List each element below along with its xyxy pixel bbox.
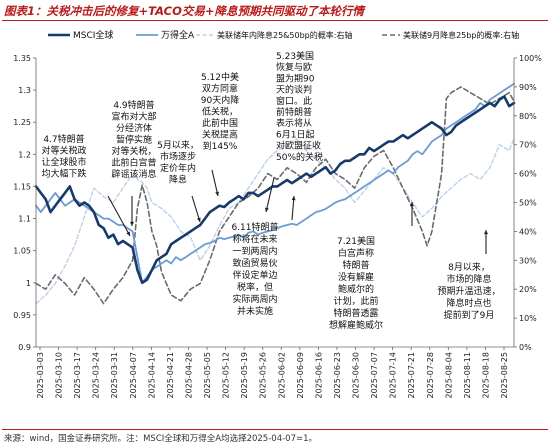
chart-axes: 0.9 0.95 1 1.05 1.1 1.15 1.2 1.25 1.3 1.35 0% 10% 20… <box>13 54 542 399</box>
y-right-tick-label: 70% <box>519 141 537 150</box>
x-tick-label: 2025-08-25 <box>500 352 509 399</box>
x-tick-label: 2025-03-10 <box>55 352 64 399</box>
annotation-a6: 6.11特朗普称将在未来一到两周内致函贸易伙伴设定单边税率，但实际两周内并未实施 <box>231 221 278 317</box>
x-tick-label: 2025-04-14 <box>147 352 156 399</box>
chart-series <box>34 82 516 305</box>
x-tick-label: 2025-08-18 <box>481 352 490 399</box>
annotation-arrowhead-a5 <box>265 207 269 212</box>
y-left-tick-label: 1.05 <box>13 247 31 256</box>
x-tick-label: 2025-04-21 <box>166 352 175 399</box>
chart-annotations: 4.7特朗普对等关税政让全球股市均大幅下跌 4.9特朗普宣布对大部分经济体暂停实施… <box>41 50 500 331</box>
x-tick-label: 2025-06-09 <box>296 352 305 399</box>
annotation-a3: 5月以来，市场逐步定价年内降息 <box>157 140 199 186</box>
y-left-tick-label: 1.25 <box>13 118 31 127</box>
x-tick-label: 2025-07-07 <box>370 352 379 399</box>
legend-label-3: 美联储9月降息25bp的概率:右轴 <box>403 30 519 40</box>
x-tick-label: 2025-03-03 <box>36 352 45 399</box>
x-tick-label: 2025-06-30 <box>352 352 361 399</box>
annotation-arrow-a1 <box>107 195 131 237</box>
annotation-arrowhead-a8 <box>484 230 488 235</box>
x-tick-label: 2025-06-23 <box>333 352 342 399</box>
x-tick-label: 2025-05-19 <box>240 352 249 399</box>
x-tick-label: 2025-05-26 <box>259 352 268 399</box>
y-left-tick-label: 1.15 <box>13 182 31 191</box>
series-line-2 <box>35 138 515 305</box>
series-line-0 <box>34 95 516 285</box>
x-tick-label: 2025-05-05 <box>203 352 212 399</box>
annotation-arrowhead-a7 <box>410 202 414 207</box>
annotation-arrow-a4 <box>211 169 219 197</box>
x-tick-label: 2025-07-21 <box>407 352 416 399</box>
y-left-tick-label: 1 <box>26 279 31 288</box>
y-left-tick-label: 0.9 <box>18 343 31 352</box>
annotation-arrowhead-a3 <box>196 217 201 222</box>
y-right-tick-label: 0% <box>519 343 532 352</box>
source-divider <box>2 429 548 430</box>
annotation-arrowhead-a1 <box>126 231 130 236</box>
x-tick-label: 2025-03-24 <box>92 352 101 399</box>
x-tick-label: 2025-05-12 <box>222 352 231 399</box>
y-right-tick-label: 40% <box>519 227 537 236</box>
y-left-tick-label: 1.1 <box>18 215 31 224</box>
annotation-arrowhead-a4 <box>215 191 219 196</box>
x-tick-label: 2025-04-07 <box>129 352 138 399</box>
x-tick-label: 2025-06-16 <box>314 352 323 399</box>
annotation-a2: 4.9特朗普宣布对大部分经济体暂停实施对等关税，此前白宫曾辟谣该消息 <box>111 99 156 180</box>
y-right-tick-label: 20% <box>519 285 537 294</box>
y-right-tick-label: 80% <box>519 112 537 121</box>
annotation-arrowhead-a6 <box>291 196 296 201</box>
series-line-3 <box>35 86 515 305</box>
annotation-a7: 7.21美国白宫声称特朗普没有解雇鲍威尔的计划，此前特朗普透露想解雇鲍威尔 <box>329 235 383 331</box>
annotation-a4: 5.12中美双方同意 90天内降低关税，此前中国关税提高到145% <box>201 71 239 152</box>
y-left-tick-label: 0.95 <box>13 311 31 320</box>
annotation-a5: 5.23美国恢复与欧盟为期90 天的谈判窗口。此前特朗普表示将从 6月1日起对欧盟征… <box>276 50 323 163</box>
x-tick-label: 2025-07-28 <box>426 352 435 399</box>
y-right-tick-label: 100% <box>519 54 542 63</box>
y-right-tick-label: 50% <box>519 199 537 208</box>
y-right-tick-label: 30% <box>519 256 537 265</box>
x-tick-label: 2025-08-04 <box>444 352 453 399</box>
legend-label-1: 万得全A <box>161 29 195 41</box>
annotation-a8: 8月以来，市场的降息预期升温迅速，降息时点也提前到了9月 <box>437 262 500 321</box>
x-tick-label: 2025-03-31 <box>110 352 119 399</box>
annotation-arrowhead-a2 <box>130 221 134 226</box>
y-right-tick-label: 90% <box>519 83 537 92</box>
legend-label-2: 美联储年内降息25&50bp的概率:右轴 <box>217 30 352 40</box>
y-left-tick-label: 1.35 <box>13 54 31 63</box>
source-note: 来源：wind，国金证券研究所。注：MSCI全球和万得全A均选择2025-04-… <box>4 434 318 444</box>
y-right-tick-label: 60% <box>519 170 537 179</box>
series-line-1 <box>35 82 515 284</box>
y-right-tick-label: 10% <box>519 314 537 323</box>
x-tick-label: 2025-03-17 <box>73 352 82 399</box>
annotation-arrow-a3 <box>191 195 201 223</box>
x-tick-label: 2025-06-02 <box>277 352 286 399</box>
x-tick-label: 2025-08-11 <box>463 352 472 399</box>
annotation-arrow-a5 <box>265 177 275 213</box>
y-left-tick-label: 1.2 <box>18 150 31 159</box>
chart-legend: MSCI全球 万得全A 美联储年内降息25&50bp的概率:右轴 美联储9月降息25b… <box>48 29 519 41</box>
legend-label-0: MSCI全球 <box>73 29 113 41</box>
y-left-tick-label: 1.3 <box>18 86 31 95</box>
x-tick-label: 2025-07-14 <box>389 352 398 399</box>
annotation-a1: 4.7特朗普对等关税政让全球股市均大幅下跌 <box>41 133 86 180</box>
title-divider <box>2 20 548 21</box>
figure-title: 图表1：关税冲击后的修复+TACO交易+降息预期共同驱动了本轮行情 <box>4 4 364 18</box>
x-tick-label: 2025-04-28 <box>184 352 193 399</box>
